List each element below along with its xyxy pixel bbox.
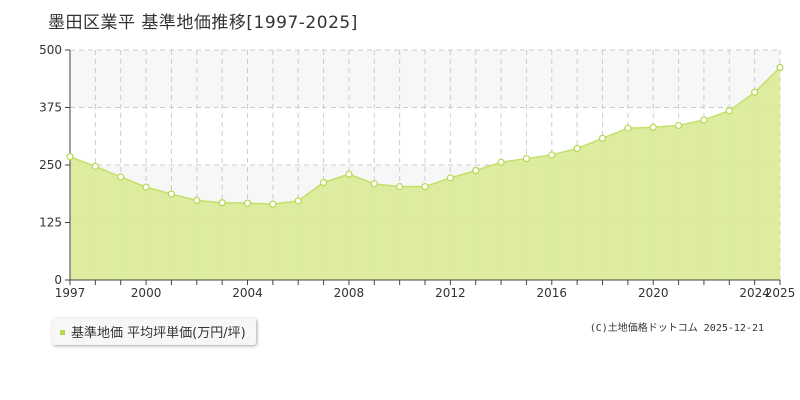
data-point <box>674 121 683 130</box>
data-point <box>421 183 429 191</box>
data-point <box>396 183 404 191</box>
data-point <box>472 166 480 175</box>
data-point <box>751 88 759 96</box>
y-tick-labels: 0 125 250 375 500 <box>39 43 62 287</box>
credit-text: (C)土地価格ドットコム 2025-12-21 <box>589 323 764 334</box>
data-point <box>776 63 784 72</box>
y-tick-label: 375 <box>39 101 62 115</box>
data-point <box>142 183 150 191</box>
legend-swatch <box>60 330 65 335</box>
x-tick-label: 2020 <box>638 286 669 300</box>
data-point <box>548 151 556 159</box>
x-tick-label: 2004 <box>232 286 263 300</box>
data-point <box>91 162 99 170</box>
data-point <box>649 123 657 131</box>
x-tick-label: 2016 <box>537 286 568 300</box>
y-tick-label: 0 <box>54 273 62 287</box>
x-tick-label: 1997 <box>55 286 86 300</box>
x-tick-label: 2025 <box>765 286 796 300</box>
data-point <box>319 178 328 187</box>
data-point <box>193 196 201 205</box>
data-point <box>700 116 708 124</box>
data-point <box>446 174 454 182</box>
data-point <box>598 134 607 142</box>
data-point <box>294 197 302 205</box>
data-point <box>522 154 531 163</box>
x-tick-label: 2000 <box>131 286 162 300</box>
data-point <box>117 173 125 181</box>
data-point <box>725 107 733 115</box>
data-point <box>370 180 378 188</box>
data-point <box>269 200 277 208</box>
x-tick-label: 2008 <box>334 286 365 300</box>
data-point <box>497 158 505 166</box>
legend: 基準地価 平均坪単価(万円/坪) <box>52 318 256 345</box>
data-point <box>66 153 74 161</box>
x-tick-label: 2012 <box>435 286 466 300</box>
legend-label: 基準地価 平均坪単価(万円/坪) <box>71 326 246 341</box>
x-tick-label: 2024 <box>739 286 770 300</box>
data-points <box>66 63 784 208</box>
y-tick-label: 125 <box>39 216 62 230</box>
data-point <box>573 144 581 153</box>
axes <box>65 49 781 285</box>
data-point <box>345 170 353 178</box>
y-tick-label: 250 <box>39 158 62 172</box>
data-point <box>624 124 632 132</box>
chart-title: 墨田区業平 基準地価推移[1997-2025] <box>48 13 358 33</box>
data-point <box>167 190 176 198</box>
area-fill <box>70 67 780 280</box>
data-point <box>243 199 252 207</box>
y-tick-label: 500 <box>39 43 62 57</box>
data-point <box>218 199 226 207</box>
